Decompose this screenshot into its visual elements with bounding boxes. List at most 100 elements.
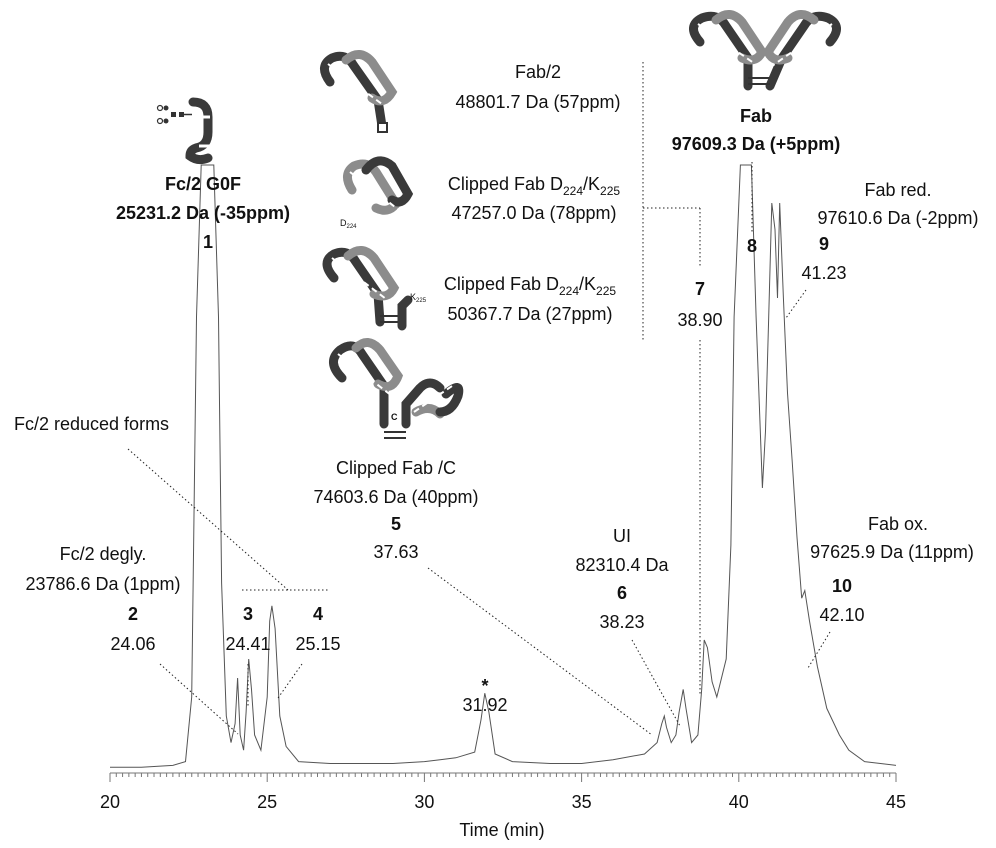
clipped-fab-d224-diagram: D224 bbox=[340, 156, 414, 230]
peak-6-time: 38.23 bbox=[599, 612, 644, 632]
peak-5-name: Clipped Fab /C bbox=[336, 458, 456, 478]
peak-6-name: UI bbox=[613, 526, 631, 546]
peak-7-number: 7 bbox=[695, 279, 705, 299]
peak-9-time: 41.23 bbox=[801, 263, 846, 283]
fc2-g0f-diagram bbox=[156, 97, 213, 165]
antibody-heavy-chain bbox=[320, 51, 387, 131]
clipped-fab-1-name: Clipped Fab D bbox=[448, 174, 563, 194]
peak-6-number: 6 bbox=[617, 583, 627, 603]
peak-5-time: 37.63 bbox=[373, 542, 418, 562]
clipped-fab-2-sub1: 224 bbox=[559, 284, 579, 298]
x-axis-ticks bbox=[109, 773, 897, 782]
peak-10-time: 42.10 bbox=[819, 605, 864, 625]
clipped-fab-2-sub2: 225 bbox=[596, 284, 616, 298]
fab-half-mass: 48801.7 Da (57ppm) bbox=[455, 92, 620, 112]
glycan-node bbox=[163, 105, 169, 111]
peak-7-time: 38.90 bbox=[677, 310, 722, 330]
peak-9-mass: 97610.6 Da (-2ppm) bbox=[817, 208, 978, 228]
clipped-fab-1-mass: 47257.0 Da (78ppm) bbox=[451, 203, 616, 223]
peak-10-leader bbox=[807, 631, 831, 669]
x-axis-label: Time (min) bbox=[459, 820, 544, 840]
peak-9-number: 9 bbox=[819, 234, 829, 254]
d224-site-label: D224 bbox=[340, 218, 357, 230]
peak-2-time: 24.06 bbox=[110, 634, 155, 654]
peak-4-annotation: 4 25.15 bbox=[277, 604, 341, 699]
fab-half-diagram bbox=[320, 50, 398, 133]
x-tick-label: 30 bbox=[414, 792, 434, 812]
peak-1-name: Fc/2 G0F bbox=[165, 174, 241, 194]
antibody-heavy-chain bbox=[343, 159, 402, 215]
k225-site-sub: 225 bbox=[416, 298, 427, 304]
d224-site-sub: 224 bbox=[347, 224, 358, 230]
peak-1-annotation: Fc/2 G0F 25231.2 Da (-35ppm) 1 bbox=[116, 97, 290, 252]
peak-10-mass: 97625.9 Da (11ppm) bbox=[810, 542, 974, 562]
k225-site-label: K225 bbox=[410, 292, 427, 304]
x-tick-label: 45 bbox=[886, 792, 906, 812]
peak-10-annotation: Fab ox. 97625.9 Da (11ppm) 10 42.10 bbox=[807, 514, 974, 669]
antibody-domain-dash bbox=[771, 23, 833, 67]
glycan-node bbox=[179, 112, 184, 117]
clipped-fab-1-label: Clipped Fab D224/K225 bbox=[448, 174, 620, 198]
peak-8-annotation: Fab 97609.3 Da (+5ppm) 8 bbox=[672, 10, 841, 256]
peak-6-mass: 82310.4 Da bbox=[575, 555, 669, 575]
peak-9-name: Fab red. bbox=[864, 180, 931, 200]
fab-half-name: Fab/2 bbox=[515, 62, 561, 82]
fc2-reduced-leader bbox=[127, 448, 289, 591]
antibody-heavy-chain bbox=[435, 383, 464, 417]
clipped-fab-1-slash: /K bbox=[583, 174, 600, 194]
x-tick-label: 40 bbox=[729, 792, 749, 812]
x-tick-label: 35 bbox=[572, 792, 592, 812]
clip-site-c-label: C bbox=[391, 412, 398, 422]
peak-9-leader bbox=[785, 289, 807, 319]
peak-star-time: 31.92 bbox=[462, 695, 507, 715]
fc-chain bbox=[185, 97, 213, 165]
peak-6-leader bbox=[631, 639, 681, 727]
antibody-light-chain bbox=[361, 156, 414, 207]
glycan-node bbox=[156, 117, 164, 125]
peak-4-time: 25.15 bbox=[295, 634, 340, 654]
k225-site-letter: K bbox=[410, 292, 416, 302]
peak-8-number: 8 bbox=[747, 236, 757, 256]
peak-1-mass: 25231.2 Da (-35ppm) bbox=[116, 203, 290, 223]
peak-5-leader bbox=[427, 567, 653, 736]
clipped-fab-2-name: Clipped Fab D bbox=[444, 274, 559, 294]
antibody-domain-dash bbox=[337, 353, 393, 397]
antibody-domain-dash bbox=[327, 63, 391, 111]
peak-4-leader bbox=[277, 663, 303, 699]
peak-5-annotation: C Clipped Fab /C 74603.6 Da (40ppm) 5 37… bbox=[313, 338, 653, 736]
glycan-node bbox=[171, 112, 176, 117]
clipped-fab-k225-diagram: K225 bbox=[322, 246, 427, 331]
peak-2-annotation: Fc/2 degly. 23786.6 Da (1ppm) 2 24.06 bbox=[25, 544, 239, 735]
antibody-heavy-chain bbox=[397, 295, 413, 331]
peak-3-number: 3 bbox=[243, 604, 253, 624]
fc2-reduced-label: Fc/2 reduced forms bbox=[14, 414, 169, 434]
peak-5-mass: 74603.6 Da (40ppm) bbox=[313, 487, 478, 507]
peak-2-mass: 23786.6 Da (1ppm) bbox=[25, 574, 180, 594]
peak-8-name: Fab bbox=[740, 106, 772, 126]
d224-site-letter: D bbox=[340, 218, 347, 228]
peak-10-name: Fab ox. bbox=[868, 514, 928, 534]
peak-10-number: 10 bbox=[832, 576, 852, 596]
glycan-node bbox=[156, 104, 164, 112]
peak-6-annotation: UI 82310.4 Da 6 38.23 bbox=[575, 526, 681, 727]
x-tick-label: 20 bbox=[100, 792, 120, 812]
peak-star-marker: * bbox=[481, 676, 488, 696]
clipped-fab-1-sub2: 225 bbox=[600, 184, 620, 198]
antibody-light-chain bbox=[351, 338, 404, 392]
clipped-fab-c-diagram: C bbox=[329, 338, 464, 439]
clipped-fab-1-sub1: 224 bbox=[563, 184, 583, 198]
antibody-heavy-chain bbox=[765, 11, 841, 91]
peak-2-leader bbox=[159, 663, 239, 735]
clipped-fab-2-slash: /K bbox=[579, 274, 596, 294]
fab-diagram bbox=[689, 10, 841, 91]
chromatogram-trace bbox=[110, 164, 897, 768]
peak-9-annotation: Fab red. 97610.6 Da (-2ppm) 9 41.23 bbox=[785, 180, 979, 319]
antibody-heavy-chain bbox=[329, 341, 389, 429]
antibody-heavy-chain bbox=[322, 247, 385, 327]
peak-7-annotation: Fab/2 48801.7 Da (57ppm) D224 Clipped Fa… bbox=[320, 50, 723, 696]
peak-1-number: 1 bbox=[203, 232, 213, 252]
peak-star-annotation: * 31.92 bbox=[462, 676, 507, 715]
peak-5-number: 5 bbox=[391, 514, 401, 534]
antibody-domain-dash bbox=[331, 257, 391, 303]
